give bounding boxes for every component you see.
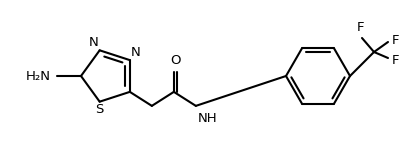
Text: F: F	[392, 33, 399, 46]
Text: NH: NH	[198, 112, 217, 125]
Text: S: S	[95, 103, 104, 116]
Text: H₂N: H₂N	[26, 70, 51, 82]
Text: N: N	[131, 46, 141, 59]
Text: F: F	[392, 53, 399, 66]
Text: N: N	[89, 36, 99, 49]
Text: O: O	[170, 54, 180, 67]
Text: F: F	[357, 21, 365, 34]
